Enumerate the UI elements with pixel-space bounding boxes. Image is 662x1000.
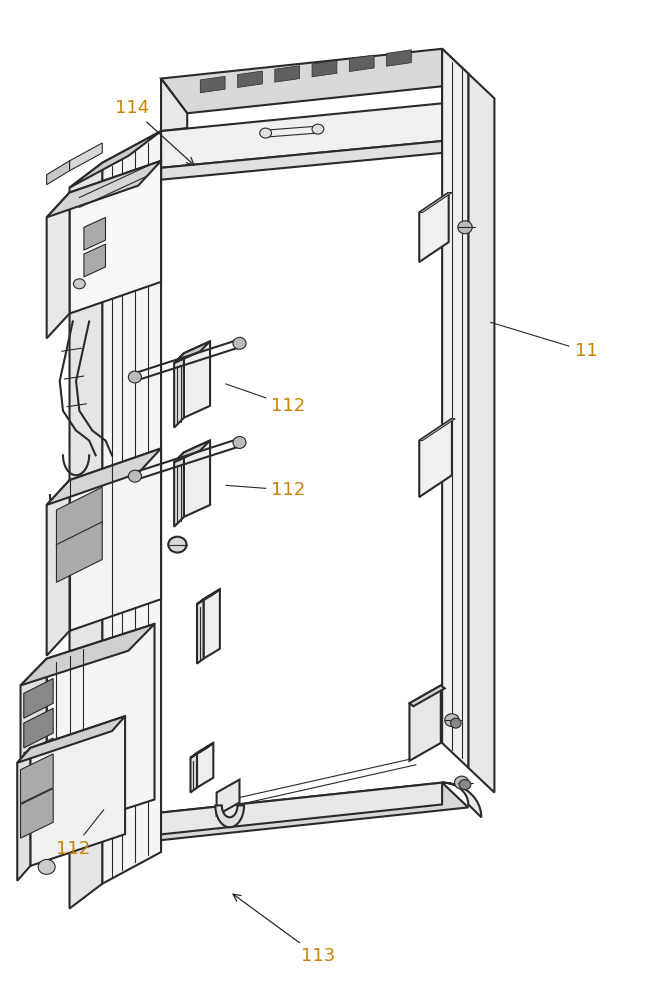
- Text: 112: 112: [226, 384, 306, 415]
- Text: 114: 114: [115, 99, 194, 165]
- Polygon shape: [21, 659, 46, 861]
- Polygon shape: [350, 55, 374, 72]
- Polygon shape: [197, 743, 213, 788]
- Polygon shape: [197, 589, 220, 604]
- Polygon shape: [191, 753, 197, 793]
- Polygon shape: [215, 805, 244, 827]
- Polygon shape: [184, 341, 210, 418]
- Polygon shape: [24, 708, 53, 748]
- Polygon shape: [70, 161, 161, 314]
- Polygon shape: [46, 161, 70, 185]
- Polygon shape: [184, 440, 210, 517]
- Polygon shape: [70, 143, 102, 171]
- Polygon shape: [56, 522, 102, 582]
- Polygon shape: [21, 624, 154, 685]
- Ellipse shape: [233, 337, 246, 349]
- Polygon shape: [442, 783, 481, 817]
- Polygon shape: [387, 50, 411, 66]
- Polygon shape: [161, 79, 187, 131]
- Polygon shape: [161, 141, 442, 180]
- Polygon shape: [24, 738, 53, 778]
- Ellipse shape: [38, 859, 55, 874]
- Text: 11: 11: [491, 322, 597, 360]
- Polygon shape: [21, 754, 53, 803]
- Ellipse shape: [459, 780, 471, 790]
- Polygon shape: [17, 716, 125, 763]
- Ellipse shape: [73, 279, 85, 289]
- Ellipse shape: [455, 776, 469, 789]
- Polygon shape: [46, 193, 70, 338]
- Polygon shape: [238, 71, 262, 87]
- Text: 113: 113: [233, 894, 335, 965]
- Polygon shape: [46, 448, 161, 505]
- Polygon shape: [70, 131, 161, 188]
- Polygon shape: [46, 624, 154, 834]
- Polygon shape: [46, 480, 70, 656]
- Polygon shape: [102, 131, 161, 884]
- Polygon shape: [56, 487, 102, 548]
- Polygon shape: [203, 589, 220, 659]
- Polygon shape: [24, 678, 53, 718]
- Polygon shape: [442, 49, 468, 768]
- Text: 112: 112: [226, 481, 306, 499]
- Polygon shape: [135, 783, 468, 840]
- Ellipse shape: [451, 718, 461, 728]
- Ellipse shape: [445, 714, 459, 727]
- Polygon shape: [46, 161, 161, 217]
- Polygon shape: [191, 743, 213, 758]
- Polygon shape: [174, 341, 210, 363]
- Polygon shape: [312, 60, 337, 77]
- Ellipse shape: [312, 124, 324, 134]
- Polygon shape: [197, 599, 203, 664]
- Polygon shape: [409, 685, 445, 706]
- Polygon shape: [84, 217, 105, 250]
- Polygon shape: [468, 74, 495, 793]
- Polygon shape: [135, 783, 442, 837]
- Polygon shape: [409, 685, 441, 761]
- Polygon shape: [84, 244, 105, 277]
- Polygon shape: [174, 353, 184, 428]
- Polygon shape: [442, 49, 468, 128]
- Ellipse shape: [168, 537, 187, 553]
- Polygon shape: [419, 419, 452, 497]
- Polygon shape: [216, 780, 240, 815]
- Ellipse shape: [233, 437, 246, 448]
- Polygon shape: [21, 789, 53, 838]
- Polygon shape: [174, 440, 210, 462]
- Polygon shape: [419, 419, 455, 440]
- Polygon shape: [161, 49, 468, 113]
- Polygon shape: [174, 452, 184, 527]
- Polygon shape: [161, 103, 442, 168]
- Ellipse shape: [260, 128, 271, 138]
- Polygon shape: [442, 103, 468, 148]
- Polygon shape: [419, 193, 449, 262]
- Polygon shape: [201, 76, 225, 93]
- Polygon shape: [70, 163, 102, 909]
- Ellipse shape: [128, 371, 142, 383]
- Ellipse shape: [458, 221, 472, 234]
- Text: 112: 112: [56, 810, 104, 858]
- Polygon shape: [70, 448, 161, 631]
- Polygon shape: [30, 716, 125, 866]
- Polygon shape: [275, 66, 300, 82]
- Polygon shape: [419, 193, 452, 212]
- Polygon shape: [17, 748, 30, 881]
- Ellipse shape: [128, 470, 142, 482]
